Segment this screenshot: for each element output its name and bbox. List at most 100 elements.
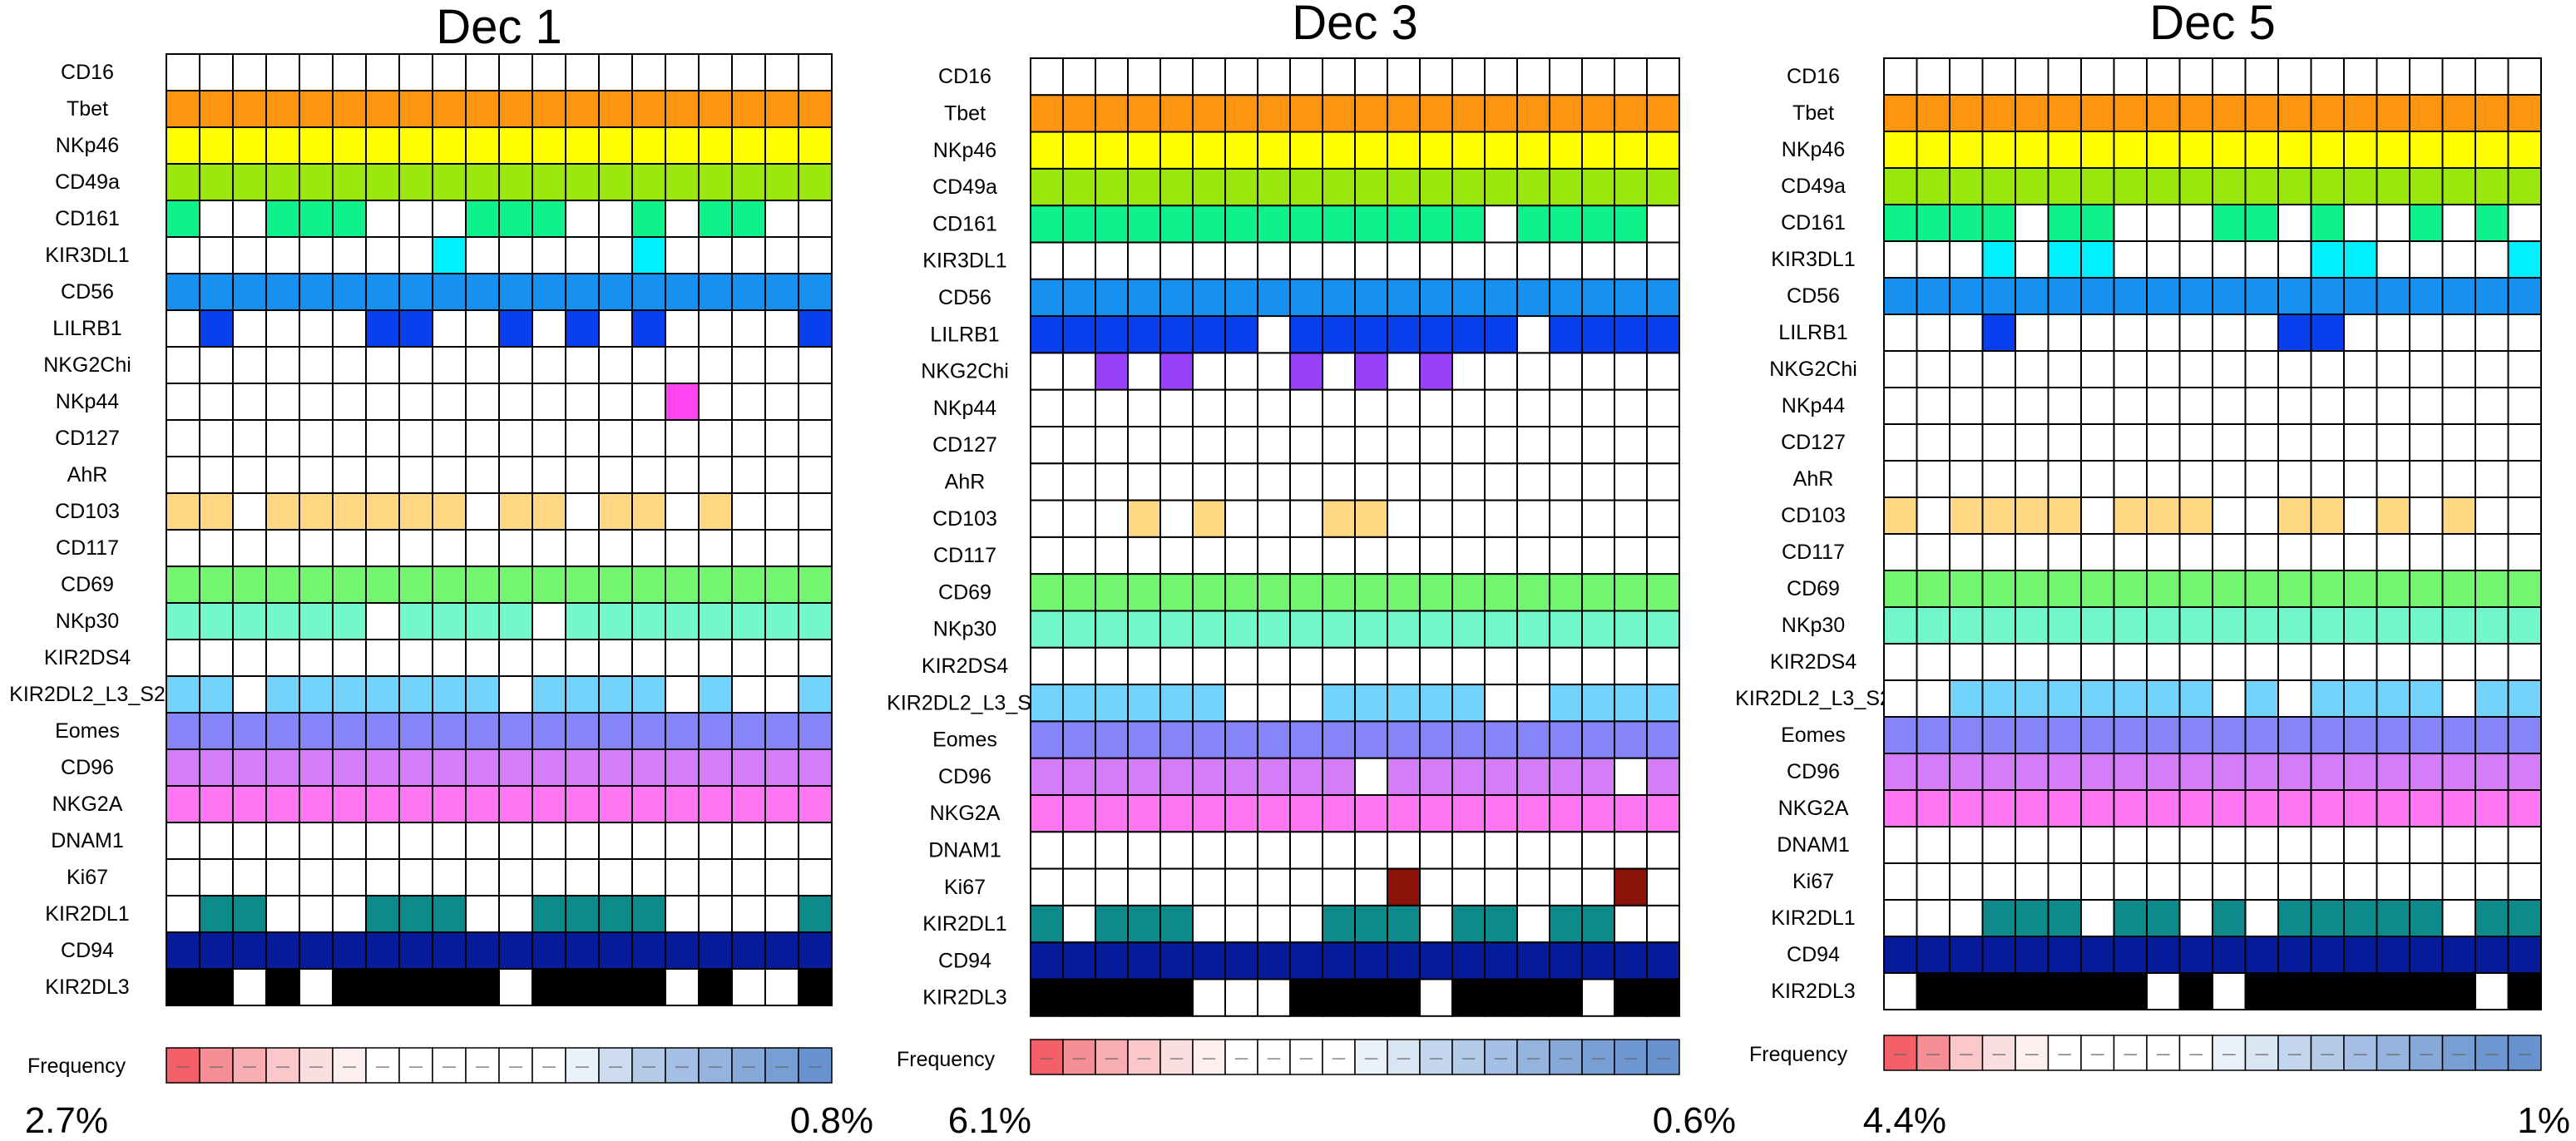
cell-cd56-10 — [2178, 277, 2213, 315]
cell-ki67-7 — [2080, 862, 2115, 901]
cell-nkp46-8 — [2113, 131, 2148, 169]
cell-kir2dl2-l3-s2-3 — [1095, 684, 1129, 723]
row-label-cd69: CD69 — [61, 573, 114, 596]
cell-cd49a-16 — [2376, 167, 2410, 205]
cell-cd161-15 — [1484, 205, 1518, 244]
cell-ki67-20 — [798, 858, 833, 896]
cell-cd161-4 — [1981, 204, 2016, 242]
cell-dnam1-3 — [232, 822, 267, 860]
cell-cd69-10 — [465, 566, 500, 604]
cell-cd127-19 — [764, 419, 799, 457]
cell-cd103-1 — [1883, 496, 1918, 535]
cell-cd56-12 — [1387, 278, 1421, 318]
cell-cd56-3 — [1095, 278, 1129, 318]
cell-lilrb1-18 — [2441, 314, 2476, 352]
cell-cd49a-4 — [1127, 167, 1161, 207]
cell-lilrb1-15 — [2343, 314, 2378, 352]
cell-kir2dl3-8 — [398, 968, 433, 1006]
cell-kir2ds4-3 — [1095, 646, 1129, 686]
cell-cd103-11 — [2212, 496, 2247, 535]
cell-nkp44-5 — [1159, 388, 1194, 428]
cell-cd96-10 — [1322, 757, 1356, 797]
cell-nkg2chi-12 — [1387, 352, 1421, 391]
cell-kir2dl2-l3-s2-7 — [2080, 679, 2115, 718]
cell-ahr-13 — [565, 456, 600, 494]
cell-cd117-13 — [1419, 536, 1453, 575]
row-label-eomes: Eomes — [1781, 724, 1846, 747]
cell-cd161-2 — [199, 200, 234, 238]
cell-cd117-7 — [2080, 533, 2115, 571]
cell-cd161-20 — [798, 200, 833, 238]
cell-cd16-11 — [1354, 57, 1388, 96]
cell-cd16-3 — [1949, 57, 1984, 96]
cell-lilrb1-14 — [2310, 314, 2345, 352]
cell-cd49a-6 — [1192, 167, 1226, 207]
cell-nkg2chi-5 — [299, 346, 334, 384]
frequency-cell-18 — [2441, 1035, 2476, 1071]
cell-nkp30-12 — [532, 602, 566, 640]
cell-cd161-3 — [1949, 204, 1984, 242]
cell-nkp44-13 — [565, 383, 600, 421]
cell-cd127-5 — [1159, 426, 1194, 465]
cell-nkp46-20 — [2507, 131, 2542, 169]
cell-cd94-10 — [465, 931, 500, 970]
cell-nkp46-3 — [1095, 131, 1129, 170]
cell-cd94-6 — [2047, 936, 2082, 974]
cell-kir2dl2-l3-s2-2 — [199, 675, 234, 714]
row-label-cd96: CD96 — [61, 756, 114, 779]
cell-cd49a-19 — [764, 163, 799, 201]
row-label-cd117: CD117 — [56, 536, 119, 560]
cell-lilrb1-7 — [1224, 315, 1258, 354]
cell-tbet-17 — [1549, 94, 1583, 133]
cell-cd69-4 — [1981, 570, 2016, 608]
cell-cd103-13 — [1419, 499, 1453, 538]
cell-nkp44-6 — [332, 383, 367, 421]
cell-ki67-5 — [2015, 862, 2049, 901]
cell-nkp30-6 — [2047, 606, 2082, 645]
cell-nkg2a-15 — [631, 785, 666, 823]
cell-lilrb1-11 — [498, 309, 533, 348]
cell-tbet-17 — [698, 90, 733, 128]
cell-nkg2chi-20 — [798, 346, 833, 384]
cell-ahr-4 — [1127, 462, 1161, 501]
cell-lilrb1-15 — [1484, 315, 1518, 354]
cell-nkp46-2 — [199, 126, 234, 165]
cell-nkg2chi-6 — [332, 346, 367, 384]
cell-cd56-20 — [2507, 277, 2542, 315]
cell-kir2dl2-l3-s2-1 — [1030, 684, 1064, 723]
cell-kir2ds4-1 — [1030, 646, 1064, 686]
cell-kir2dl1-2 — [1916, 899, 1951, 937]
cell-dnam1-10 — [465, 822, 500, 860]
cell-kir2ds4-20 — [2507, 643, 2542, 681]
cell-cd117-14 — [598, 529, 633, 567]
cell-nkg2a-13 — [2277, 789, 2312, 827]
cell-cd69-20 — [1646, 573, 1680, 612]
cell-cd49a-19 — [2475, 167, 2509, 205]
frequency-cell-14 — [598, 1047, 633, 1084]
cell-cd117-8 — [2113, 533, 2148, 571]
cell-cd49a-10 — [2178, 167, 2213, 205]
cell-ki67-6 — [2047, 862, 2082, 901]
cell-nkp44-1 — [1030, 388, 1064, 428]
cell-cd161-4 — [1127, 205, 1161, 244]
cell-tbet-13 — [565, 90, 600, 128]
cell-cd103-12 — [1387, 499, 1421, 538]
cell-kir2dl3-2 — [1062, 978, 1096, 1017]
cell-dnam1-20 — [798, 822, 833, 860]
cell-cd103-15 — [2343, 496, 2378, 535]
cell-ki67-1 — [1883, 862, 1918, 901]
cell-cd117-7 — [1224, 536, 1258, 575]
cell-cd69-17 — [698, 566, 733, 604]
cell-tbet-10 — [465, 90, 500, 128]
cell-cd127-13 — [2277, 423, 2312, 462]
cell-cd69-19 — [2475, 570, 2509, 608]
cell-cd117-2 — [1916, 533, 1951, 571]
cell-nkp46-5 — [2015, 131, 2049, 169]
cell-ahr-14 — [1451, 462, 1486, 501]
cell-kir2ds4-2 — [199, 639, 234, 677]
cell-nkp46-15 — [631, 126, 666, 165]
row-label-ahr: AhR — [945, 470, 986, 493]
cell-cd117-4 — [1981, 533, 2016, 571]
cell-cd56-10 — [1322, 278, 1356, 318]
cell-cd117-12 — [532, 529, 566, 567]
